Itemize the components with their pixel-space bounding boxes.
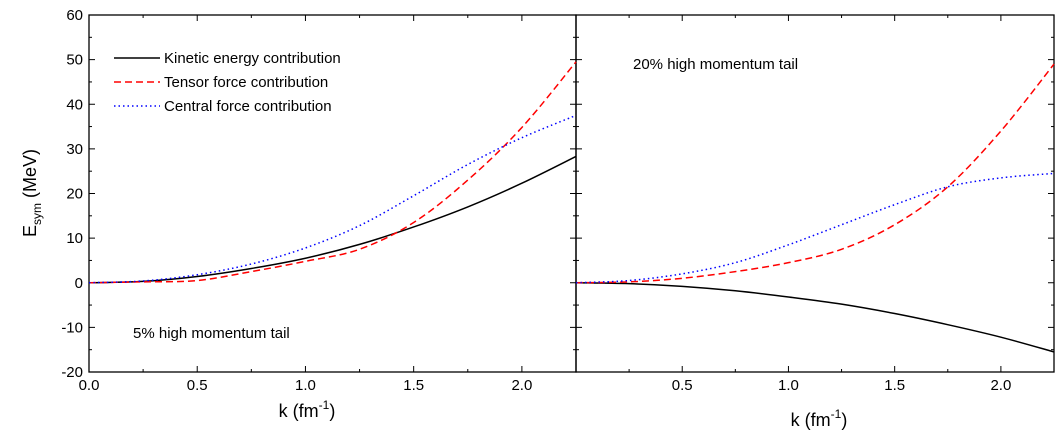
left-y-tick-label: -10: [61, 319, 83, 336]
right-x-axis-title-superscript: -1: [831, 407, 842, 421]
right-x-tick-label: 1.0: [778, 377, 799, 394]
left-x-tick-label: 1.5: [403, 377, 424, 394]
right-tick-group: [575, 14, 1055, 373]
left-y-tick-label: -20: [61, 364, 83, 381]
y-axis-title-subscript: sym: [30, 203, 44, 225]
right-series-central-line: [575, 172, 1055, 284]
right-series-group: [575, 63, 1055, 353]
left-annotation: 5% high momentum tail: [133, 325, 290, 342]
left-series-group: [88, 61, 577, 284]
right-x-tick-label: 0.5: [672, 377, 693, 394]
left-x-tick-label: 1.0: [295, 377, 316, 394]
right-series-kinetic-line: [575, 282, 1055, 353]
legend-label-kinetic: Kinetic energy contribution: [164, 50, 341, 67]
left-y-tick-label: 20: [66, 186, 83, 203]
left-x-tick-label: 2.0: [511, 377, 532, 394]
left-y-tick-label: 10: [66, 230, 83, 247]
legend-label-central: Central force contribution: [164, 98, 332, 115]
left-y-tick-label: 50: [66, 52, 83, 69]
left-y-tick-label: 40: [66, 96, 83, 113]
left-y-tick-label: 30: [66, 141, 83, 158]
left-y-tick-label: 0: [75, 275, 83, 292]
left-x-tick-label: 0.5: [187, 377, 208, 394]
left-tick-group: [88, 14, 577, 373]
legend: Kinetic energy contribution Tensor force…: [114, 50, 341, 115]
right-x-axis-title: k (fm-1): [791, 407, 848, 430]
right-x-tick-label: 2.0: [990, 377, 1011, 394]
left-panel-frame: [88, 14, 577, 373]
tick-label-group: -20 -10 0 10 20 30 40 50 60 0.0 0.5 1.0 1.5 2.0 0.5 1.0…: [61, 7, 1011, 394]
legend-label-tensor: Tensor force contribution: [164, 74, 328, 91]
left-x-axis-title-close: ): [329, 401, 335, 421]
right-annotation: 20% high momentum tail: [633, 56, 798, 73]
left-series-central-line: [88, 114, 577, 284]
right-x-axis-title-close: ): [841, 410, 847, 430]
left-y-tick-label: 60: [66, 7, 83, 24]
left-series-kinetic-line: [88, 155, 577, 284]
right-series-tensor-line: [575, 63, 1055, 284]
y-axis-title-unit: (MeV): [20, 149, 40, 203]
left-x-tick-label: 0.0: [79, 377, 100, 394]
right-x-tick-label: 1.5: [884, 377, 905, 394]
y-axis-title: Esym (MeV): [20, 149, 44, 237]
left-x-axis-title-superscript: -1: [319, 398, 330, 412]
left-series-tensor-line: [88, 61, 577, 284]
left-x-axis-title: k (fm-1): [279, 398, 336, 421]
